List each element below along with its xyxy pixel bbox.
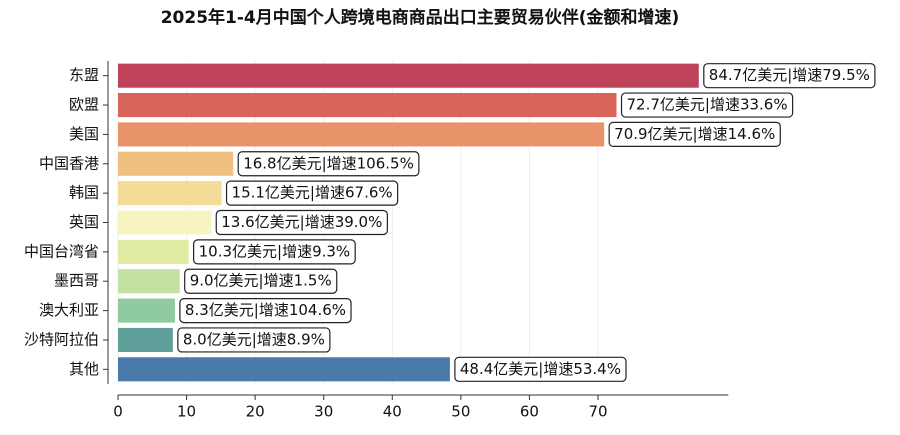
x-tick-label: 30 — [314, 403, 333, 421]
x-tick-label: 60 — [520, 403, 539, 421]
value-label-box — [237, 151, 420, 177]
value-label-box — [179, 297, 352, 324]
y-tick-label: 英国 — [69, 213, 99, 231]
value-label-box — [703, 63, 876, 89]
y-tick-label: 其他 — [69, 360, 99, 378]
value-label: 13.6亿美元|增速39.0% — [221, 213, 382, 231]
x-tick-label: 20 — [246, 403, 265, 421]
x-tick-label: 10 — [177, 403, 196, 421]
chart-title: 2025年1-4月中国个人跨境电商商品出口主要贸易伙伴(金额和增速) — [161, 7, 680, 28]
y-tick-label: 中国台湾省 — [24, 242, 99, 260]
value-label-box — [620, 92, 794, 118]
y-tick-label: 中国香港 — [39, 154, 99, 172]
bar — [118, 63, 699, 88]
value-label-box — [193, 239, 356, 265]
bar — [118, 269, 180, 294]
bar — [118, 122, 605, 147]
bar — [118, 181, 222, 206]
value-label: 70.9亿美元|增速14.6% — [614, 125, 775, 143]
value-label-box — [225, 180, 399, 206]
value-label: 15.1亿美元|增速67.6% — [232, 184, 393, 202]
value-label: 16.8亿美元|增速106.5% — [243, 154, 414, 172]
x-tick-label: 40 — [383, 403, 402, 421]
y-tick-label: 欧盟 — [69, 96, 99, 114]
value-label: 84.7亿美元|增速79.5% — [709, 66, 870, 84]
y-tick-label: 美国 — [69, 125, 99, 143]
value-label-box — [184, 268, 338, 294]
y-tick-label: 韩国 — [69, 184, 99, 202]
bar — [118, 151, 234, 176]
value-label: 72.7亿美元|增速33.6% — [627, 96, 788, 114]
bar — [118, 93, 617, 118]
y-tick-label: 沙特阿拉伯 — [24, 330, 99, 348]
value-label: 48.4亿美元|增速53.4% — [460, 360, 621, 378]
x-tick-label: 50 — [451, 403, 470, 421]
bar — [118, 210, 212, 235]
bar — [118, 239, 189, 264]
bar — [118, 327, 173, 352]
bar — [118, 357, 450, 382]
x-tick-label: 70 — [588, 403, 607, 421]
value-label: 10.3亿美元|增速9.3% — [199, 242, 351, 260]
y-tick-label: 东盟 — [69, 66, 99, 84]
value-label: 9.0亿美元|增速1.5% — [190, 272, 332, 290]
value-label-box — [177, 327, 331, 353]
value-label: 8.3亿美元|增速104.6% — [185, 301, 346, 319]
y-tick-label: 墨西哥 — [54, 272, 99, 290]
value-label: 8.0亿美元|增速8.9% — [183, 330, 325, 348]
value-label-box — [608, 121, 781, 148]
y-tick-label: 澳大利亚 — [39, 301, 99, 319]
bar — [118, 298, 175, 323]
x-tick-label: 0 — [113, 403, 123, 421]
value-label-box — [215, 209, 388, 236]
value-label-box — [454, 356, 627, 382]
